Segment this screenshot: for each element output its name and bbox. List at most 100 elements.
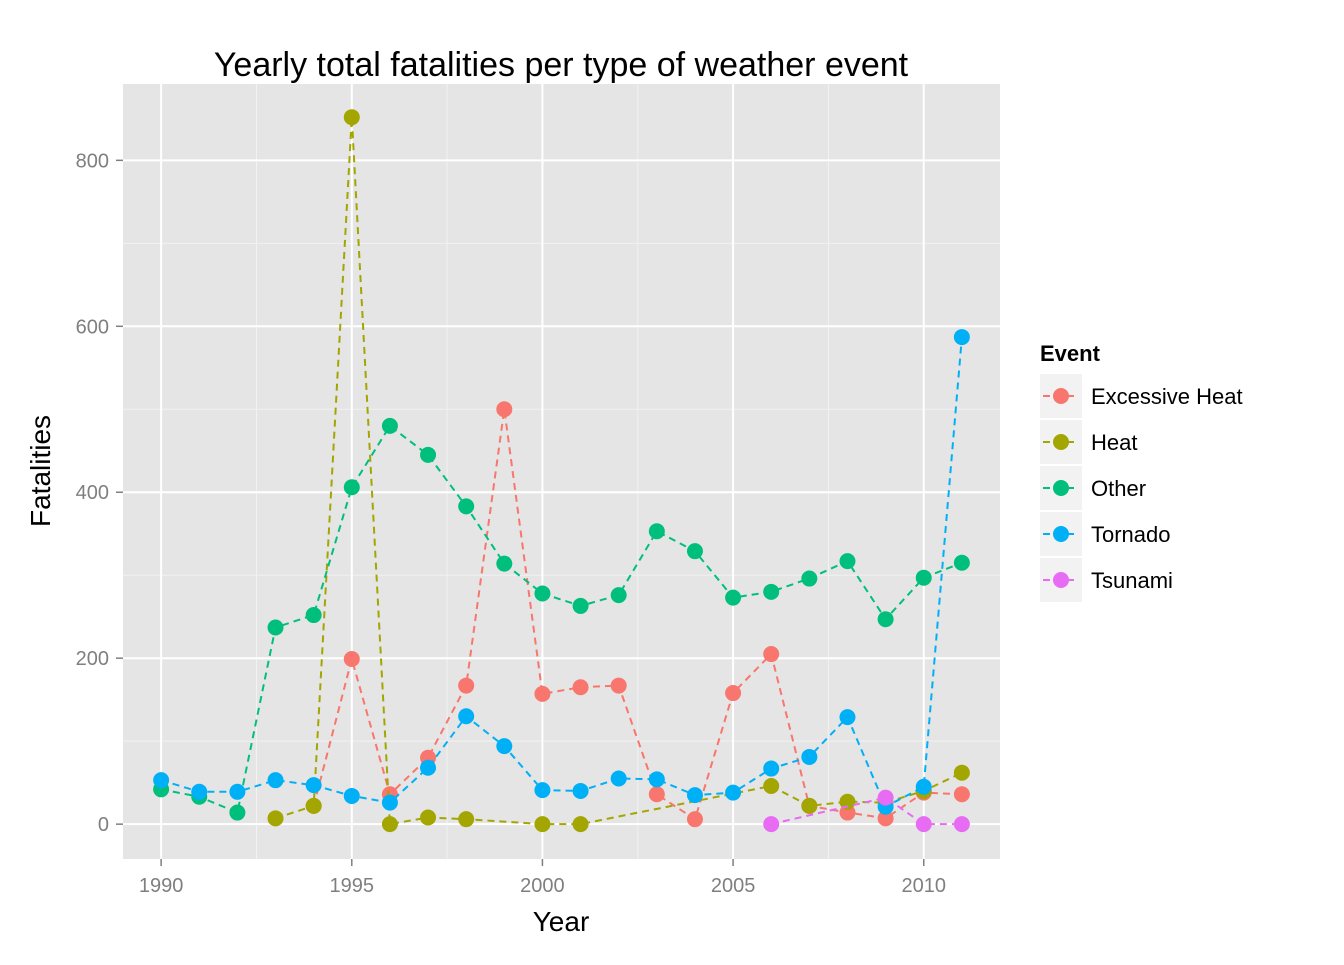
y-axis-title: Fatalities xyxy=(25,415,56,527)
data-point-heat xyxy=(343,109,360,126)
data-point-tornado xyxy=(648,771,665,788)
data-point-other xyxy=(686,543,703,560)
data-point-tsunami xyxy=(915,816,932,833)
data-point-other xyxy=(839,553,856,570)
x-tick-label: 1990 xyxy=(139,875,184,897)
data-point-other xyxy=(801,570,818,587)
data-point-other xyxy=(496,555,513,572)
legend: Event Excessive Heat Heat Other Tornado Tsun… xyxy=(1040,341,1243,602)
data-point-tornado xyxy=(496,738,513,755)
data-point-tornado xyxy=(267,772,284,789)
data-point-tornado xyxy=(953,329,970,346)
data-point-other xyxy=(725,589,742,606)
y-tick-label: 0 xyxy=(98,814,109,836)
data-point-excessive-heat xyxy=(572,679,589,696)
y-tick-label: 800 xyxy=(76,150,109,172)
series-tornado xyxy=(153,329,970,815)
data-point-tornado xyxy=(381,794,398,811)
data-point-other xyxy=(267,619,284,636)
legend-item-other: Other xyxy=(1040,466,1146,510)
axis-ticks: 1990 1995 2000 2005 2010 0 200 400 600 800 xyxy=(76,150,946,897)
data-point-other xyxy=(229,804,246,821)
data-point-heat xyxy=(381,816,398,833)
data-point-tornado xyxy=(191,783,208,800)
series-line-tornado xyxy=(160,337,963,809)
data-point-heat xyxy=(267,810,284,827)
plot-panel xyxy=(123,84,1000,859)
data-point-other xyxy=(763,583,780,600)
data-point-other xyxy=(381,417,398,434)
series-line-tsunami xyxy=(770,796,962,826)
legend-label: Tsunami xyxy=(1091,568,1173,593)
data-point-excessive-heat xyxy=(343,651,360,668)
x-tick-label: 2010 xyxy=(901,875,946,897)
data-point-other xyxy=(915,569,932,586)
data-point-heat xyxy=(534,816,551,833)
legend-item-tornado: Tornado xyxy=(1040,512,1171,556)
y-tick-label: 600 xyxy=(76,316,109,338)
series-layer xyxy=(153,109,970,833)
legend-key-point xyxy=(1053,480,1069,496)
data-point-excessive-heat xyxy=(725,685,742,702)
data-point-tornado xyxy=(686,787,703,804)
legend-label: Heat xyxy=(1091,430,1137,455)
legend-key-point xyxy=(1053,388,1069,404)
data-point-tornado xyxy=(610,770,627,787)
data-point-excessive-heat xyxy=(763,646,780,663)
data-point-tornado xyxy=(763,760,780,777)
data-point-other xyxy=(610,587,627,604)
legend-key-point xyxy=(1053,526,1069,542)
data-point-other xyxy=(534,585,551,602)
legend-label: Other xyxy=(1091,476,1146,501)
data-point-other xyxy=(458,498,475,515)
data-point-tornado xyxy=(801,748,818,765)
x-tick-label: 1995 xyxy=(330,875,375,897)
data-point-other xyxy=(953,554,970,571)
data-point-excessive-heat xyxy=(496,401,513,418)
data-point-heat xyxy=(458,811,475,828)
legend-label: Excessive Heat xyxy=(1091,384,1243,409)
chart-title: Yearly total fatalities per type of weat… xyxy=(214,46,909,84)
data-point-heat xyxy=(839,793,856,810)
data-point-excessive-heat xyxy=(458,677,475,694)
data-point-other xyxy=(648,523,665,540)
data-point-heat xyxy=(305,797,322,814)
data-point-excessive-heat xyxy=(877,810,894,827)
data-point-tornado xyxy=(572,782,589,799)
series-tsunami xyxy=(763,789,970,833)
data-point-other xyxy=(343,479,360,496)
data-point-excessive-heat xyxy=(610,677,627,694)
data-point-tsunami xyxy=(877,789,894,806)
data-point-excessive-heat xyxy=(648,786,665,803)
data-point-tornado xyxy=(915,778,932,795)
series-line-other xyxy=(160,424,963,814)
data-point-tornado xyxy=(458,708,475,725)
data-point-heat xyxy=(953,764,970,781)
data-point-other xyxy=(420,446,437,463)
data-point-tornado xyxy=(420,759,437,776)
data-point-other xyxy=(572,597,589,614)
x-tick-label: 2000 xyxy=(520,875,565,897)
legend-title: Event xyxy=(1040,341,1101,366)
data-point-heat xyxy=(572,816,589,833)
legend-key-point xyxy=(1053,434,1069,450)
legend-item-heat: Heat xyxy=(1040,420,1137,464)
data-point-tornado xyxy=(229,783,246,800)
x-tick-label: 2005 xyxy=(711,875,756,897)
y-tick-label: 400 xyxy=(76,482,109,504)
data-point-heat xyxy=(763,777,780,794)
x-axis-title: Year xyxy=(533,906,590,937)
data-point-tornado xyxy=(534,782,551,799)
data-point-excessive-heat xyxy=(534,685,551,702)
legend-item-excessive-heat: Excessive Heat xyxy=(1040,374,1243,418)
y-tick-label: 200 xyxy=(76,648,109,670)
legend-label: Tornado xyxy=(1091,522,1171,547)
data-point-tornado xyxy=(343,787,360,804)
legend-key-point xyxy=(1053,572,1069,588)
data-point-tsunami xyxy=(953,816,970,833)
data-point-other xyxy=(877,611,894,628)
data-point-heat xyxy=(420,809,437,826)
data-point-heat xyxy=(801,797,818,814)
